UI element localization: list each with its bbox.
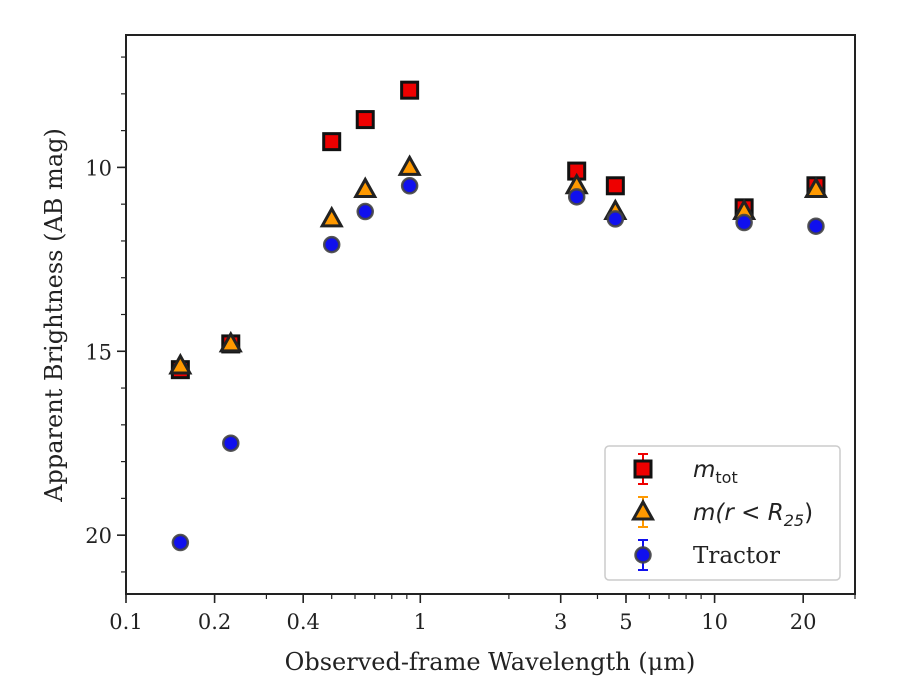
x-tick-label: 1 <box>414 610 427 634</box>
legend-circle-marker <box>634 546 652 564</box>
legend-label: Tractor <box>693 543 780 569</box>
square-point <box>355 110 375 130</box>
circle-point <box>567 188 586 206</box>
x-tick-label: 20 <box>790 610 817 634</box>
triangle-point <box>319 205 344 228</box>
circle-point <box>322 235 341 254</box>
x-tick-label: 10 <box>701 610 728 634</box>
square-point <box>322 132 342 152</box>
legend-square-marker <box>633 459 653 479</box>
data-points <box>168 80 828 552</box>
x-tick-label: 0.1 <box>109 610 142 634</box>
y-axis-label: Apparent Brightness (AB mag) <box>40 128 68 503</box>
series-circle <box>171 177 825 552</box>
circle-point <box>222 434 240 452</box>
x-tick-label: 3 <box>554 610 567 634</box>
circle-point <box>400 177 419 195</box>
square-point <box>605 176 625 196</box>
circle-point <box>735 213 753 232</box>
circle-point <box>356 202 374 221</box>
y-tick-label: 20 <box>85 524 112 548</box>
legend: mtot m(r < R25) Tractor <box>604 445 841 581</box>
y-tick-label: 15 <box>85 340 112 364</box>
legend-box <box>604 445 841 581</box>
legend-triangle-marker <box>630 498 656 521</box>
x-axis-label: Observed-frame Wavelength (μm) <box>285 648 696 676</box>
triangle-point <box>803 176 828 198</box>
circle-point <box>171 533 190 552</box>
circle-point <box>606 210 625 228</box>
triangle-point <box>353 176 378 198</box>
square-point <box>400 80 420 100</box>
y-tick-label: 10 <box>85 156 112 180</box>
legend-label: m(r < R25) <box>693 500 813 530</box>
x-tick-label: 0.4 <box>286 610 319 634</box>
triangle-point <box>397 154 422 176</box>
plot-frame <box>125 34 856 595</box>
triangle-point <box>168 352 193 375</box>
x-tick-label: 5 <box>619 610 632 634</box>
triangle-point <box>218 330 243 353</box>
axis-ticks: 0.1 0.2 0.4 1 3 5 10 20 10 15 20 <box>85 56 856 634</box>
x-tick-label: 0.2 <box>198 610 231 634</box>
circle-point <box>807 217 825 235</box>
legend-label: mtot <box>693 457 738 487</box>
